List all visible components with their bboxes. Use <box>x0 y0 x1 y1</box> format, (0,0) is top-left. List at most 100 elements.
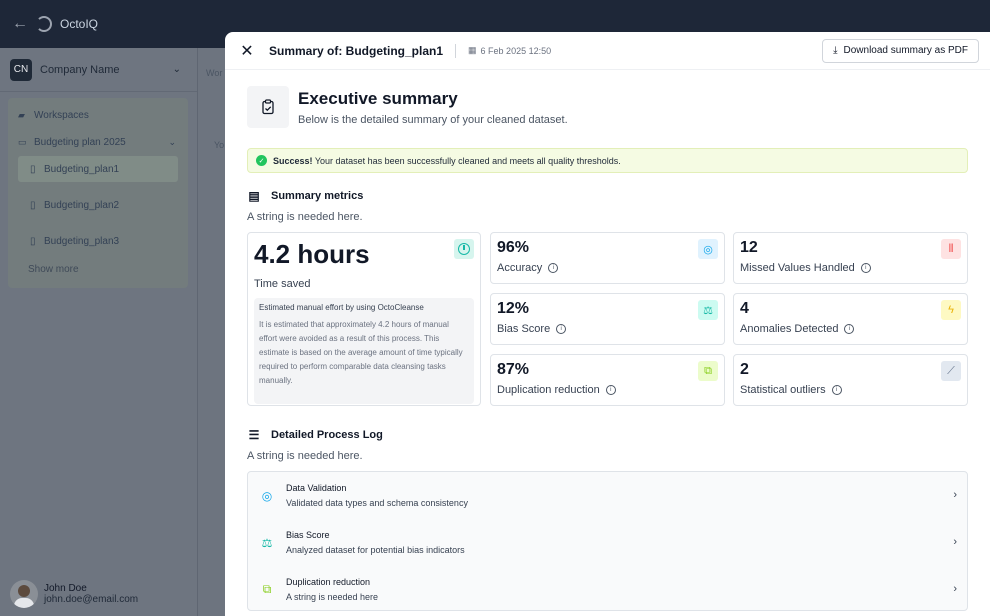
file-item-budgeting-plan3[interactable]: ▯ Budgeting_plan3 <box>18 228 178 254</box>
sidebar-item-budgeting-plan[interactable]: ▭ Budgeting plan 2025 ⌄ <box>8 131 188 153</box>
route-icon: ϟ <box>941 300 961 320</box>
user-name: John Doe <box>44 583 87 594</box>
process-log-list: ◎ Data Validation Validated data types a… <box>247 471 968 611</box>
list-box-icon: ▤ <box>248 189 260 203</box>
estimate-title: Estimated manual effort by using OctoCle… <box>259 303 424 312</box>
summary-metrics-heading: ▤ Summary metrics <box>247 189 968 203</box>
file-item-label: Budgeting_plan2 <box>44 199 120 211</box>
success-text: Your dataset has been successfully clean… <box>312 155 621 166</box>
log-row-subtitle: A string is needed here <box>286 592 379 602</box>
metric-label: Duplication reduction <box>497 384 600 396</box>
close-icon[interactable]: ✕ <box>240 42 254 60</box>
log-row-title: Duplication reduction <box>286 577 371 587</box>
info-icon[interactable]: i <box>831 385 842 395</box>
metric-value: 4 <box>740 300 749 317</box>
sidebar-item-workspaces[interactable]: ▰ Workspaces <box>8 104 188 126</box>
log-row-title: Data Validation <box>286 483 347 493</box>
company-switcher[interactable]: CN Company Name ⌄ <box>0 48 197 92</box>
download-pdf-button[interactable]: ⤓ Download summary as PDF <box>822 38 979 63</box>
process-log-subtitle: A string is needed here. <box>247 450 363 462</box>
company-name: Company Name <box>40 63 120 76</box>
file-item-budgeting-plan2[interactable]: ▯ Budgeting_plan2 <box>18 192 178 218</box>
target-icon: ◎ <box>261 488 273 503</box>
copy-icon: ⧉ <box>698 361 718 381</box>
log-row-subtitle: Validated data types and schema consiste… <box>286 498 468 508</box>
calendar-icon: ▦ <box>468 45 477 55</box>
line-chart-icon: ⟋ <box>941 361 961 381</box>
metric-label: Statistical outliers <box>740 384 826 396</box>
metric-card-missed-values: 12 Missed Values Handled i ⫴ <box>733 232 968 284</box>
metric-value: 2 <box>740 361 749 378</box>
log-row-data-validation[interactable]: ◎ Data Validation Validated data types a… <box>248 472 967 519</box>
background-text: Yo <box>214 140 225 150</box>
user-email: john.doe@email.com <box>44 594 139 605</box>
scale-icon: ⚖ <box>698 300 718 320</box>
sidebar-item-label: Workspaces <box>34 109 89 121</box>
chevron-right-icon: › <box>953 536 957 548</box>
metric-value: 12 <box>740 239 758 256</box>
metric-label: Bias Score <box>497 323 551 335</box>
sidebar: CN Company Name ⌄ ▰ Workspaces ▭ Budgeti… <box>0 48 198 616</box>
scale-icon: ⚖ <box>261 535 273 550</box>
file-item-label: Budgeting_plan1 <box>44 163 120 175</box>
folder-icon: ▰ <box>18 109 25 120</box>
show-more-link[interactable]: Show more <box>28 264 79 275</box>
metric-label: Anomalies Detected <box>740 323 839 335</box>
metric-card-bias-score: 12% Bias Score i ⚖ <box>490 293 725 345</box>
app-name: OctoIQ <box>60 17 99 31</box>
success-banner: ✓ Success! Your dataset has been success… <box>247 148 968 173</box>
time-saved-card: 4.2 hours Time saved Estimated manual ef… <box>247 232 481 406</box>
chevron-down-icon: ⌄ <box>168 136 176 147</box>
file-item-budgeting-plan1[interactable]: ▯ Budgeting_plan1 <box>18 156 178 182</box>
summary-metrics-title: Summary metrics <box>271 190 364 202</box>
estimate-box: Estimated manual effort by using OctoCle… <box>254 298 474 404</box>
info-icon[interactable]: i <box>605 385 616 395</box>
chevron-right-icon: › <box>953 583 957 595</box>
workspace-nav: ▰ Workspaces ▭ Budgeting plan 2025 ⌄ ▯ B… <box>8 98 188 288</box>
folder-icon: ▭ <box>18 136 27 147</box>
clock-icon <box>454 239 474 259</box>
summary-metrics-subtitle: A string is needed here. <box>247 211 363 223</box>
divider <box>455 43 457 58</box>
log-row-duplication[interactable]: ⧉ Duplication reduction A string is need… <box>248 566 967 613</box>
process-log-heading: ☰ Detailed Process Log <box>247 428 968 442</box>
summary-date: 6 Feb 2025 12:50 <box>480 45 552 56</box>
info-icon[interactable]: i <box>548 263 559 273</box>
metric-card-anomalies: 4 Anomalies Detected i ϟ <box>733 293 968 345</box>
metric-value: 87% <box>497 361 530 378</box>
info-icon[interactable]: i <box>556 324 567 334</box>
avatar <box>10 580 38 608</box>
process-log-title: Detailed Process Log <box>271 429 383 441</box>
panel-content: Executive summary Below is the detailed … <box>247 78 968 611</box>
app-logo-icon <box>36 16 52 32</box>
file-icon: ▯ <box>30 163 36 175</box>
download-icon: ⤓ <box>833 45 838 56</box>
metric-label: Missed Values Handled <box>740 262 855 274</box>
background-text: Wor <box>206 68 223 78</box>
clipboard-icon <box>247 86 289 128</box>
metric-value: 96% <box>497 239 530 256</box>
user-profile[interactable]: John Doe john.doe@email.com <box>0 572 198 616</box>
time-saved-label: Time saved <box>254 278 311 290</box>
executive-summary-header: Executive summary Below is the detailed … <box>247 78 968 134</box>
log-row-subtitle: Analyzed dataset for potential bias indi… <box>286 545 465 555</box>
info-icon[interactable]: i <box>860 263 871 273</box>
metric-value: 12% <box>497 300 530 317</box>
panel-title: Summary of: Budgeting_plan1 <box>269 43 444 58</box>
metric-card-outliers: 2 Statistical outliers i ⟋ <box>733 354 968 406</box>
metric-card-accuracy: 96% Accuracy i ◎ <box>490 232 725 284</box>
time-saved-value: 4.2 hours <box>254 239 370 269</box>
bar-chart-icon: ⫴ <box>941 239 961 259</box>
panel-header: ✕ Summary of: Budgeting_plan1 ▦ 6 Feb 20… <box>225 32 990 70</box>
check-circle-icon: ✓ <box>256 155 267 166</box>
executive-summary-subtitle: Below is the detailed summary of your cl… <box>298 114 568 126</box>
download-pdf-label: Download summary as PDF <box>843 45 968 56</box>
chevron-down-icon: ⌄ <box>172 64 181 75</box>
info-icon[interactable]: i <box>844 324 855 334</box>
back-arrow-icon[interactable]: ← <box>12 15 28 32</box>
log-row-title: Bias Score <box>286 530 330 540</box>
target-icon: ◎ <box>698 239 718 259</box>
log-row-bias-score[interactable]: ⚖ Bias Score Analyzed dataset for potent… <box>248 519 967 566</box>
file-icon: ▯ <box>30 235 36 247</box>
metric-card-duplication: 87% Duplication reduction i ⧉ <box>490 354 725 406</box>
